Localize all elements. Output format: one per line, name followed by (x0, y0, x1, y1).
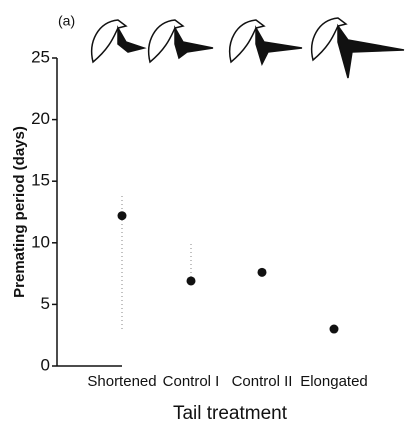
x-tick-label: Shortened (87, 373, 156, 390)
x-tick-label: Elongated (300, 373, 368, 390)
data-point (329, 324, 339, 334)
y-axis-label: Premating period (days) (11, 126, 28, 298)
y-tick-label: 15 (31, 171, 50, 190)
data-point (186, 276, 196, 286)
bird-icons (91, 17, 405, 79)
x-axis-label: Tail treatment (173, 403, 288, 424)
data-point (257, 267, 267, 277)
bird-icon (311, 17, 405, 79)
x-tick-label: Control II (232, 373, 293, 390)
bird-icon (91, 19, 147, 64)
x-tick-label: Control I (163, 373, 220, 390)
data-point (117, 211, 127, 221)
panel-label: (a) (58, 13, 75, 29)
y-tick-label: 25 (31, 47, 50, 66)
y-tick-label: 20 (31, 109, 50, 128)
y-tick-label: 10 (31, 232, 50, 251)
y-tick-label: 0 (41, 355, 50, 374)
bird-icon (229, 19, 303, 67)
bird-icon (148, 19, 214, 64)
y-tick-label: 5 (41, 294, 50, 313)
